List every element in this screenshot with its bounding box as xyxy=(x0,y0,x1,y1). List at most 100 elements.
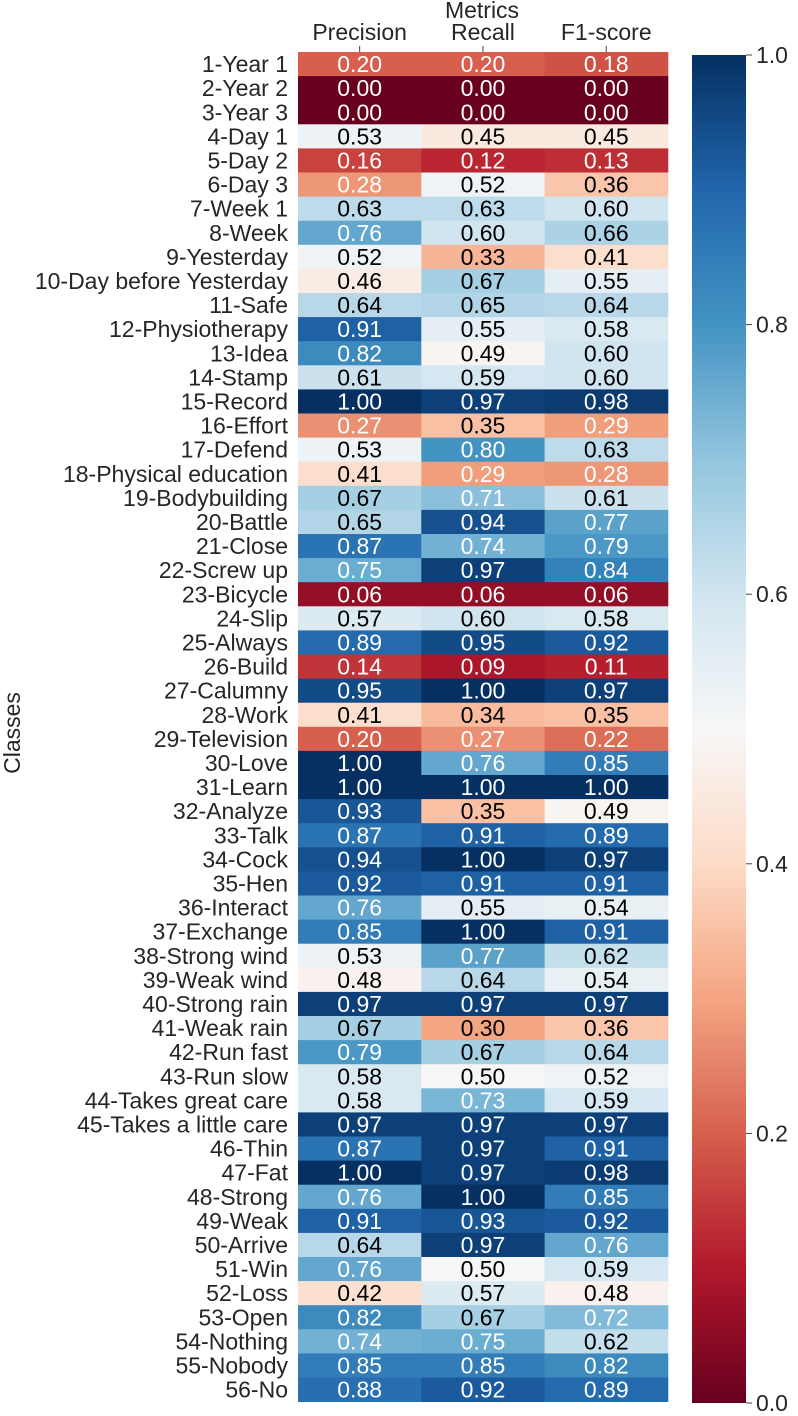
heatmap-cell xyxy=(421,871,545,896)
heatmap-cell xyxy=(298,341,422,366)
heatmap-cell xyxy=(298,919,422,945)
cell-value-label: 0.06 xyxy=(461,581,506,607)
cell-value-label: 0.61 xyxy=(584,485,629,511)
cell-value-label: 0.93 xyxy=(461,1208,506,1234)
row-label: 4-Day 1 xyxy=(207,123,288,149)
row-label: 7-Week 1 xyxy=(190,196,288,222)
cell-value-label: 0.95 xyxy=(337,678,382,704)
cell-value-label: 0.89 xyxy=(337,629,382,655)
heatmap-cell xyxy=(544,1377,669,1402)
heatmap-cell xyxy=(544,895,669,920)
row-label: 31-Learn xyxy=(196,774,288,800)
heatmap-cell xyxy=(421,1040,545,1065)
cell-value-label: 0.71 xyxy=(461,485,506,511)
cell-value-label: 0.16 xyxy=(337,147,382,173)
cell-value-label: 0.91 xyxy=(584,1136,629,1162)
cell-value-label: 0.97 xyxy=(461,1232,506,1258)
heatmap-cell xyxy=(298,1281,422,1306)
cell-value-label: 0.58 xyxy=(337,1087,382,1113)
cell-value-label: 0.97 xyxy=(461,1136,506,1162)
cell-value-label: 0.14 xyxy=(337,654,382,680)
cell-value-label: 0.76 xyxy=(337,1184,382,1210)
cell-value-label: 0.52 xyxy=(584,1063,629,1089)
heatmap-cell xyxy=(298,172,422,197)
cell-value-label: 0.79 xyxy=(337,1039,382,1065)
heatmap-cell xyxy=(421,317,545,342)
heatmap-cell xyxy=(421,148,545,173)
heatmap-cell xyxy=(544,558,669,583)
heatmap-cell xyxy=(421,967,545,993)
heatmap-cell xyxy=(544,1184,669,1210)
row-labels: 1-Year 12-Year 23-Year 34-Day 15-Day 26-… xyxy=(35,51,289,1403)
heatmap-cell xyxy=(421,52,545,77)
cell-value-label: 0.53 xyxy=(337,437,382,463)
cell-value-label: 0.97 xyxy=(337,1111,382,1137)
heatmap-cell xyxy=(421,100,545,125)
row-label: 14-Stamp xyxy=(188,364,288,390)
row-label: 13-Idea xyxy=(210,340,288,366)
heatmap-cell xyxy=(421,365,545,390)
cell-value-label: 0.41 xyxy=(337,702,382,728)
heatmap-cell xyxy=(421,895,545,920)
heatmap-cell xyxy=(544,1353,669,1378)
row-label: 40-Strong rain xyxy=(142,991,288,1017)
heatmap-cell xyxy=(544,678,669,704)
heatmap-cell xyxy=(544,630,669,655)
heatmap-cell xyxy=(298,558,422,583)
heatmap-cell xyxy=(421,823,545,848)
cell-value-label: 0.82 xyxy=(337,1304,382,1330)
heatmap-cell xyxy=(298,847,422,872)
x-axis-label: Metrics xyxy=(445,0,519,23)
row-label: 43-Run slow xyxy=(160,1063,288,1089)
cell-value-label: 0.91 xyxy=(337,1208,382,1234)
row-label: 39-Weak wind xyxy=(143,967,288,993)
heatmap-cell xyxy=(421,1160,545,1186)
row-label: 11-Safe xyxy=(209,292,288,318)
heatmap-cell xyxy=(544,847,669,872)
cell-value-label: 0.79 xyxy=(584,533,629,559)
cell-value-label: 0.36 xyxy=(584,1015,629,1041)
row-label: 30-Love xyxy=(205,750,288,776)
heatmap-cell xyxy=(298,1040,422,1065)
row-label: 15-Record xyxy=(181,388,288,414)
cell-value-label: 0.85 xyxy=(584,750,629,776)
cell-value-label: 0.49 xyxy=(461,340,506,366)
heatmap-cell xyxy=(544,967,669,993)
heatmap-cell xyxy=(421,1281,545,1306)
cell-value-label: 0.55 xyxy=(584,268,629,294)
heatmap-cell xyxy=(421,1208,545,1234)
heatmap-cell xyxy=(421,847,545,872)
cell-value-label: 1.00 xyxy=(337,388,382,414)
heatmap-cell xyxy=(544,1136,669,1161)
heatmap-cell xyxy=(544,871,669,896)
heatmap-cell xyxy=(544,413,669,438)
row-label: 34-Cock xyxy=(202,846,288,872)
cell-value-label: 0.97 xyxy=(584,846,629,872)
heatmap-cell xyxy=(421,389,545,414)
heatmap-cell xyxy=(298,991,422,1017)
heatmap-cell xyxy=(298,1208,422,1234)
row-label: 26-Build xyxy=(204,654,288,680)
cell-value-label: 0.60 xyxy=(584,364,629,390)
heatmap-cell xyxy=(298,726,422,752)
cell-value-label: 0.97 xyxy=(461,1111,506,1137)
row-label: 32-Analyze xyxy=(173,798,288,824)
row-label: 55-Nobody xyxy=(175,1352,288,1378)
heatmap-cell xyxy=(544,437,669,463)
heatmap-cell xyxy=(298,317,422,342)
heatmap-cell xyxy=(421,582,545,607)
heatmap-cell xyxy=(421,1353,545,1378)
cell-value-label: 0.85 xyxy=(584,1184,629,1210)
cell-value-label: 0.54 xyxy=(584,895,629,921)
cell-value-label: 0.93 xyxy=(337,798,382,824)
row-label: 37-Exchange xyxy=(152,919,288,945)
cell-value-label: 0.67 xyxy=(337,1015,382,1041)
cell-value-label: 0.42 xyxy=(337,1280,382,1306)
row-label: 54-Nothing xyxy=(175,1328,288,1354)
cell-value-label: 0.85 xyxy=(337,1352,382,1378)
cell-value-label: 0.98 xyxy=(584,388,629,414)
colorbar-tick-label: 0.6 xyxy=(756,581,788,607)
row-label: 46-Thin xyxy=(210,1136,288,1162)
row-label: 3-Year 3 xyxy=(202,99,288,125)
